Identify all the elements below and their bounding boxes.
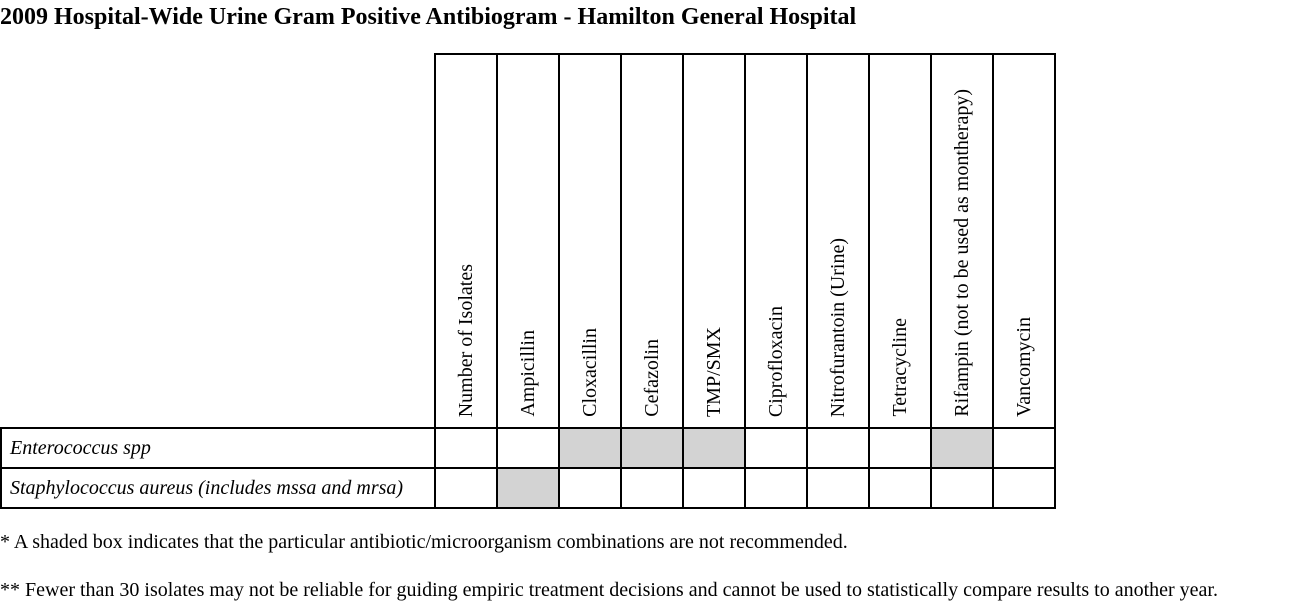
corner-cell	[1, 54, 435, 428]
column-header-vancomycin: Vancomycin	[992, 53, 1056, 429]
column-header-ampicillin: Ampicillin	[496, 53, 560, 429]
footnote-shaded-box: * A shaded box indicates that the partic…	[0, 531, 848, 553]
table-cell	[806, 427, 870, 469]
table-cell	[992, 427, 1056, 469]
table-cell	[806, 467, 870, 509]
column-label: Rifampin (not to be used as montherapy)	[951, 89, 973, 417]
organism-label: Staphylococcus aureus (includes mssa and…	[0, 467, 436, 509]
column-label: Ampicillin	[517, 330, 539, 417]
column-label: Number of Isolates	[455, 263, 477, 417]
table-cell	[930, 467, 994, 509]
footnote-isolate-count: ** Fewer than 30 isolates may not be rel…	[0, 579, 1218, 601]
column-header-tetracycline: Tetracycline	[868, 53, 932, 429]
table-cell	[620, 467, 684, 509]
antibiogram-table: Number of Isolates Ampicillin Cloxacilli…	[0, 53, 1056, 509]
table-row-staphylococcus: Staphylococcus aureus (includes mssa and…	[0, 467, 1056, 509]
column-label: Nitrofurantoin (Urine)	[827, 237, 849, 417]
column-label: Ciprofloxacin	[765, 305, 787, 417]
table-row-enterococcus: Enterococcus spp	[0, 427, 1056, 469]
table-cell	[868, 467, 932, 509]
column-label: Tetracycline	[889, 318, 911, 417]
table-cell-shaded	[930, 427, 994, 469]
column-label: Cloxacillin	[579, 328, 601, 417]
column-header-number-of-isolates: Number of Isolates	[434, 53, 498, 429]
column-label: Vancomycin	[1013, 317, 1035, 417]
table-cell	[868, 427, 932, 469]
column-header-ciprofloxacin: Ciprofloxacin	[744, 53, 808, 429]
table-cell	[744, 427, 808, 469]
table-cell	[434, 427, 498, 469]
column-header-nitrofurantoin: Nitrofurantoin (Urine)	[806, 53, 870, 429]
header-row: Number of Isolates Ampicillin Cloxacilli…	[1, 53, 1056, 429]
column-header-cefazolin: Cefazolin	[620, 53, 684, 429]
table-cell-shaded	[496, 467, 560, 509]
table-cell	[558, 467, 622, 509]
table-cell	[434, 467, 498, 509]
column-header-tmp-smx: TMP/SMX	[682, 53, 746, 429]
table-cell-shaded	[558, 427, 622, 469]
column-header-cloxacillin: Cloxacillin	[558, 53, 622, 429]
table-cell	[744, 467, 808, 509]
column-header-rifampin: Rifampin (not to be used as montherapy)	[930, 53, 994, 429]
column-label: Cefazolin	[641, 339, 663, 417]
column-label: TMP/SMX	[703, 326, 725, 417]
organism-label: Enterococcus spp	[0, 427, 436, 469]
table-cell-shaded	[682, 427, 746, 469]
page-title: 2009 Hospital-Wide Urine Gram Positive A…	[0, 4, 857, 30]
table-cell-shaded	[620, 427, 684, 469]
table-cell	[496, 427, 560, 469]
table-cell	[992, 467, 1056, 509]
table-cell	[682, 467, 746, 509]
